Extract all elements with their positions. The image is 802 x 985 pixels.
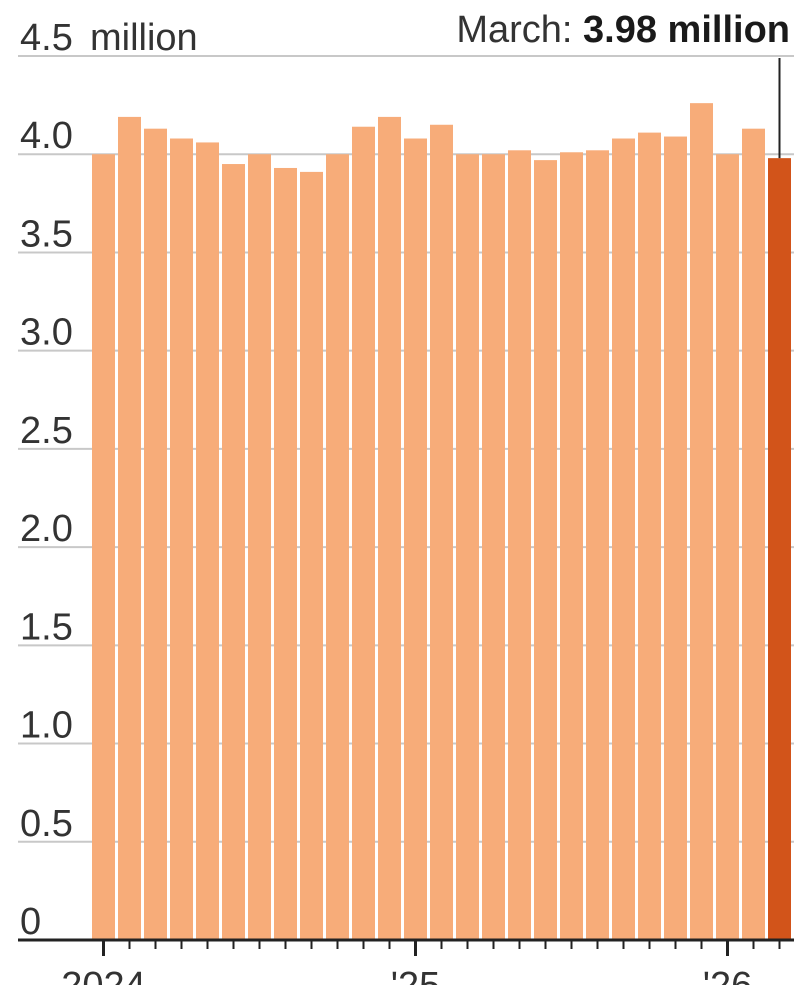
x-axis: 2024 '25 '26	[18, 938, 794, 985]
y-tick-label: 0.5	[20, 803, 73, 845]
bar	[430, 124, 453, 940]
bar	[196, 142, 219, 940]
y-axis: 0 0.5 1.0 1.5 2.0 2.5 3.0 3.5 4.0 4.5 million	[20, 17, 198, 943]
bar	[508, 150, 531, 941]
bar	[638, 132, 661, 941]
bar	[716, 154, 739, 941]
x-tick-label: 2024	[61, 965, 146, 985]
bar	[248, 154, 271, 941]
bar	[664, 136, 687, 941]
y-tick-label: 1.0	[20, 705, 73, 747]
y-tick-label: 1.5	[20, 606, 73, 648]
x-tick-label: '25	[391, 965, 441, 985]
bar	[326, 154, 349, 941]
y-tick-label: 0	[20, 901, 41, 943]
y-tick-label: 4.5	[20, 17, 73, 59]
bar	[560, 152, 583, 940]
bar-highlight	[768, 158, 791, 940]
bar	[456, 154, 479, 941]
annotation: March: 3.98 million	[456, 9, 790, 159]
bar	[274, 167, 297, 941]
bar	[742, 128, 765, 940]
bar	[300, 171, 323, 940]
y-tick-label: 2.5	[20, 410, 73, 452]
y-tick-label: 4.0	[20, 115, 73, 157]
y-tick-label: 3.0	[20, 312, 73, 354]
bar	[404, 138, 427, 940]
y-tick-label: 2.0	[20, 508, 73, 550]
bar	[482, 154, 505, 941]
annotation-label: March: 3.98 million	[456, 9, 790, 51]
bar	[222, 164, 245, 941]
bar	[170, 138, 193, 940]
y-unit-label: million	[90, 17, 198, 59]
annotation-prefix: March:	[456, 9, 583, 51]
bar	[352, 126, 375, 941]
bar	[534, 160, 557, 940]
bar	[118, 116, 141, 940]
bar	[612, 138, 635, 940]
annotation-value: 3.98 million	[583, 9, 790, 51]
y-tick-label: 3.5	[20, 213, 73, 255]
bar	[92, 154, 115, 941]
bar	[144, 128, 167, 940]
bar	[586, 150, 609, 941]
bar	[378, 116, 401, 940]
bars	[92, 103, 791, 941]
bar	[690, 103, 713, 940]
x-tick-label: '26	[703, 965, 753, 985]
